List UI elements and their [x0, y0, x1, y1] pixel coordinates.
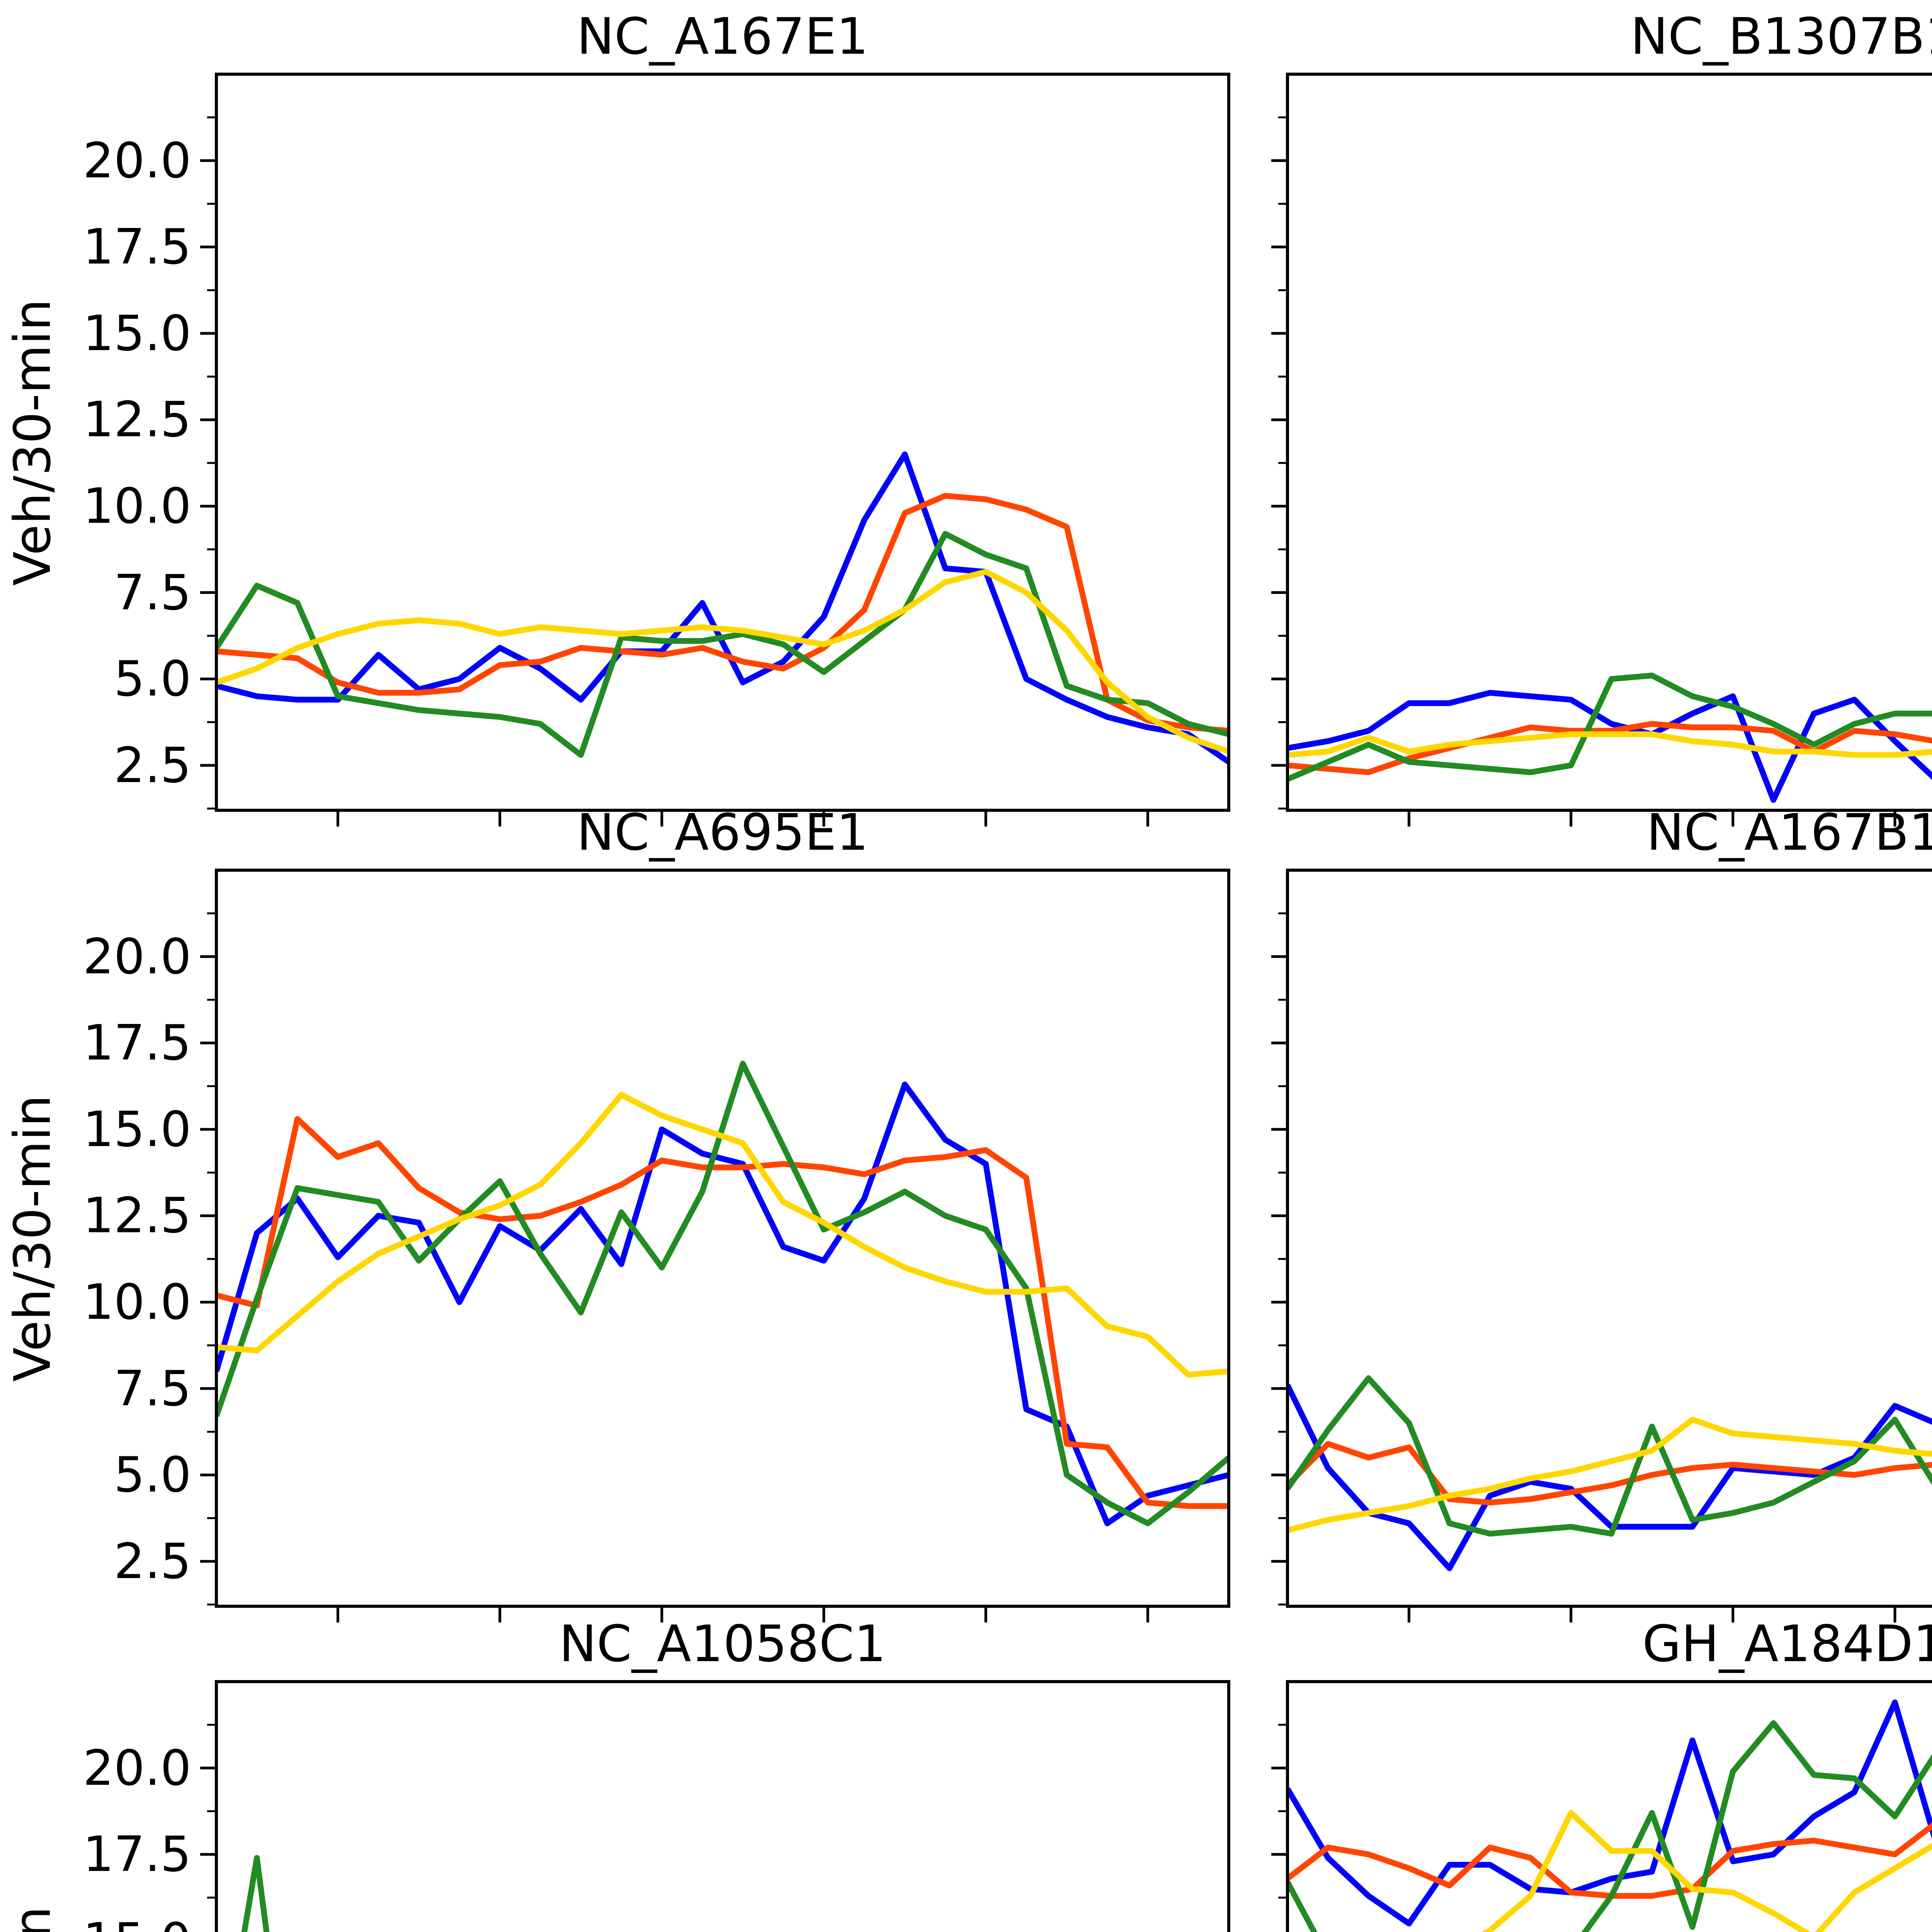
y-tick-label: 12.5	[83, 1187, 191, 1244]
series-line-lstm	[1287, 672, 1932, 782]
plot-area	[200, 1680, 1230, 1932]
y-tick-label: 12.5	[83, 391, 191, 448]
series-line-sarimax	[1287, 731, 1932, 758]
y-tick-label: 7.5	[114, 1360, 191, 1417]
subplot-nc-b1307b1: NC_B1307B1	[1271, 7, 1932, 827]
subplot-nc-a1058c1: NC_A1058C1 2.55.07.510.012.515.017.520.0…	[83, 1614, 1230, 1932]
series-line-measured	[1287, 1384, 1932, 1571]
series-line-lstm	[241, 1855, 270, 1932]
y-tick-label: 20.0	[83, 132, 191, 189]
plot-title: NC_B1307B1	[1630, 7, 1932, 66]
series-line-rf	[216, 1116, 1229, 1509]
plot-title: NC_A1058C1	[559, 1614, 886, 1673]
y-tick-label: 17.5	[83, 1014, 191, 1071]
y-tick-label: 5.0	[114, 650, 191, 707]
y-tick-label: 17.5	[83, 218, 191, 276]
plot-area	[200, 869, 1230, 1622]
series-line-lstm	[216, 531, 1229, 758]
series-line-lstm	[216, 1061, 1229, 1526]
y-axis-label: Veh/30-min	[3, 299, 62, 586]
y-tick-label: 2.5	[114, 736, 191, 794]
series-line-sarimax	[1287, 1417, 1932, 1533]
plot-area	[1271, 73, 1932, 827]
plot-frame-border	[1286, 73, 1932, 812]
y-tick-label: 15.0	[83, 1916, 191, 1932]
series-lines	[216, 1061, 1229, 1526]
subplot-gh-a184d1: GH_A184D1 measured RF LSTM SARIMAX 08:00…	[1271, 1614, 1932, 1932]
plot-frame-border	[215, 869, 1230, 1608]
plot-area	[200, 73, 1230, 827]
series-lines	[1287, 1699, 1932, 1932]
plot-title: NC_A167E1	[577, 7, 869, 66]
series-lines	[241, 1855, 270, 1932]
plot-frame-border	[1286, 1680, 1932, 1932]
subplot-nc-a695e1: NC_A695E1 2.5 5.0 7.5 10.0 12.5 15.0 17.5 20.0	[83, 803, 1230, 1622]
series-line-rf	[1287, 1441, 1932, 1506]
plot-frame-border	[215, 73, 1230, 812]
y-tick-label: 20.0	[83, 928, 191, 985]
subplot-nc-a167b1: NC_A167B1	[1271, 803, 1932, 1622]
plot-title: NC_A695E1	[577, 803, 869, 862]
y-tick-label: 7.5	[114, 564, 191, 621]
series-line-measured	[1287, 1699, 1932, 1927]
y-tick-label: 10.0	[83, 1273, 191, 1330]
y-tick-label: 2.5	[114, 1532, 191, 1590]
series-lines	[1287, 1375, 1932, 1571]
series-line-lstm	[1287, 1375, 1932, 1537]
plot-frame-border	[215, 1680, 1230, 1932]
y-tick-label: 10.0	[83, 477, 191, 534]
series-line-rf	[216, 493, 1229, 734]
series-line-lstm	[1287, 1720, 1932, 1932]
series-lines	[216, 451, 1229, 764]
y-tick-label: 20.0	[83, 1739, 191, 1796]
series-line-sarimax	[216, 1092, 1229, 1378]
y-tick-label: 17.5	[83, 1826, 191, 1883]
plot-area	[1271, 869, 1932, 1622]
y-tick-label: 15.0	[83, 1100, 191, 1158]
y-axis-label: Veh/30-min	[3, 1095, 62, 1382]
y-axis-label: Veh/30-min	[3, 1682, 69, 1932]
y-tick-label: 15.0	[83, 304, 191, 362]
series-line-rf	[1287, 1822, 1932, 1899]
series-line-measured	[216, 451, 1229, 764]
series-line-measured	[1287, 690, 1932, 803]
plot-area	[1271, 1680, 1932, 1932]
series-line-sarimax	[1481, 1810, 1932, 1932]
subplot-nc-a167e1: NC_A167E1 2.5 5.0 7.5 10.0 12.5 15.0 17.5 20.0	[83, 7, 1230, 827]
series-line-sarimax	[216, 569, 1229, 755]
y-tick-label: 5.0	[114, 1446, 191, 1503]
series-lines	[1287, 672, 1932, 803]
plot-frame-border	[1286, 869, 1932, 1608]
plot-title: NC_A167B1	[1646, 803, 1932, 862]
plot-title: GH_A184D1	[1642, 1614, 1932, 1673]
series-line-measured	[216, 1082, 1229, 1526]
